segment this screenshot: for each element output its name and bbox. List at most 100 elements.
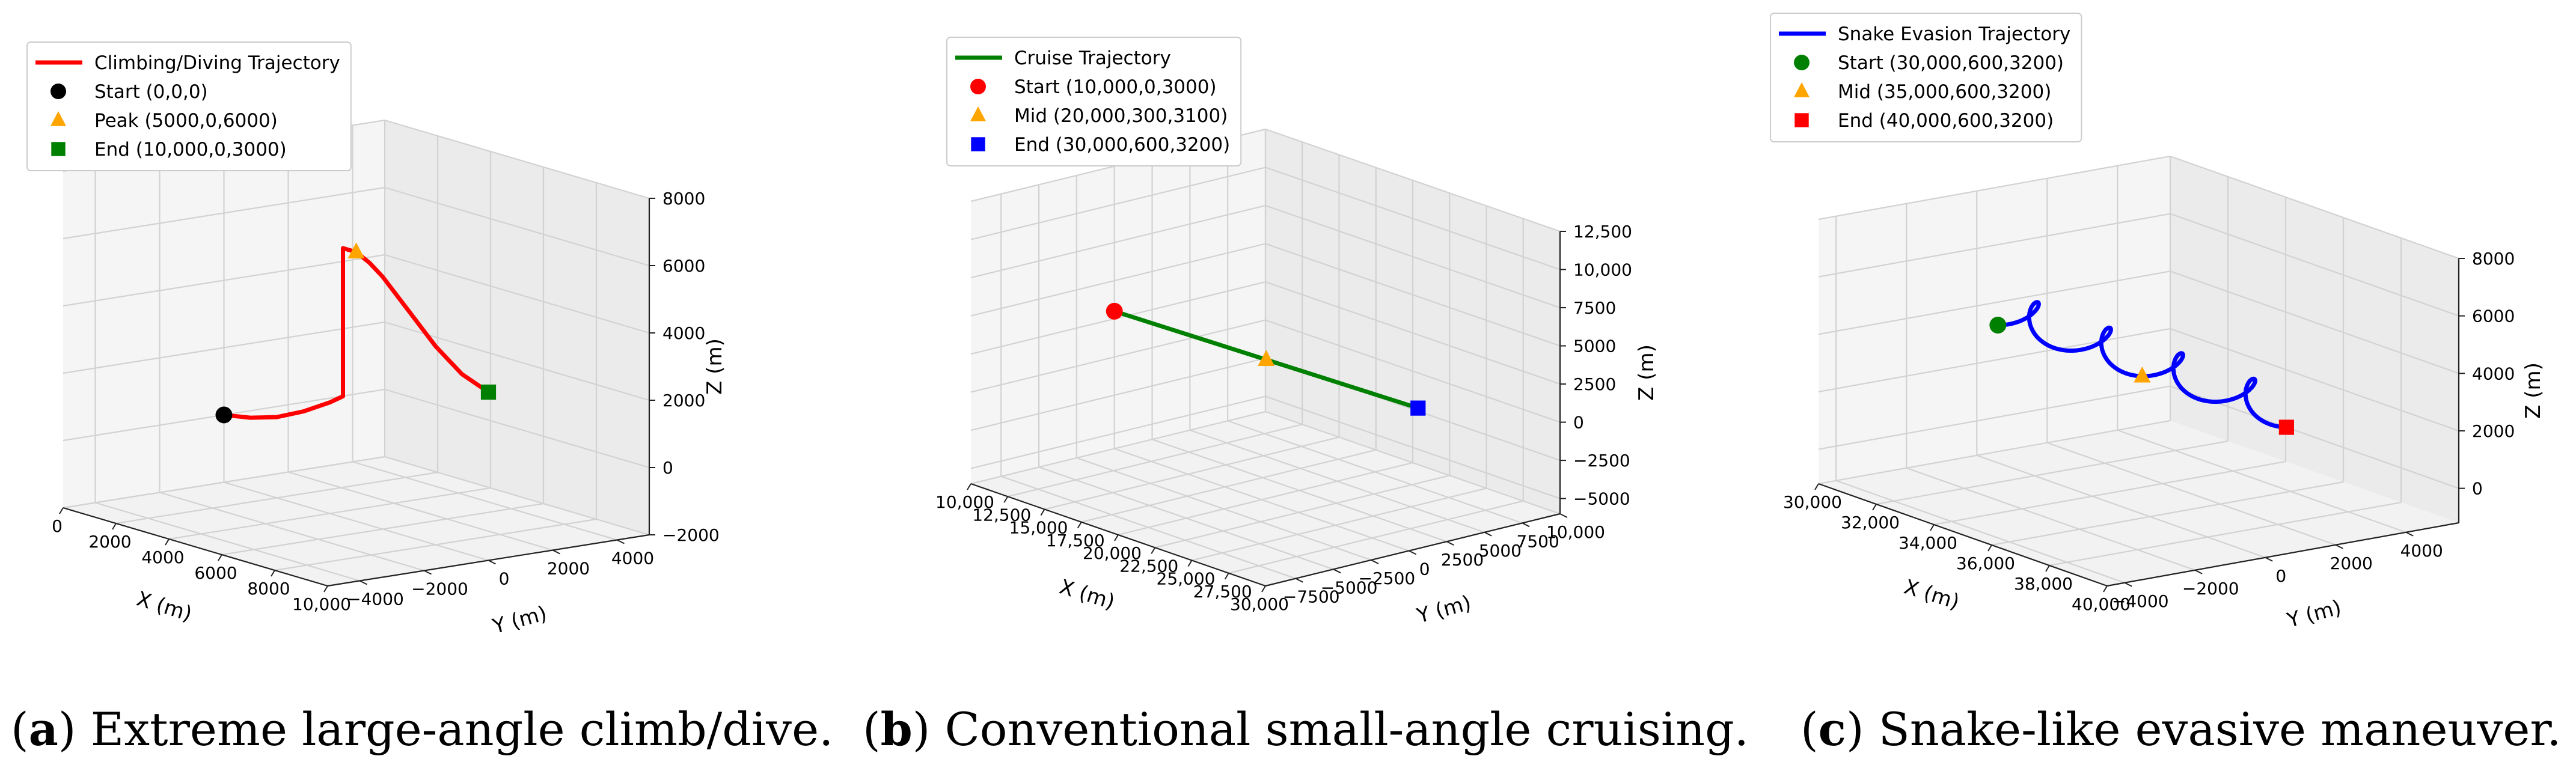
z-gridline [1818,270,2171,335]
x-tick-label: 27,500 [1193,582,1252,602]
y-gridline [1189,429,1485,533]
legend-label: Peak (5000,0,6000) [94,110,278,132]
y-gridline [1906,467,2195,571]
y-tick [2335,544,2343,549]
caption-text: Extreme large-angle climb/dive. [91,702,834,756]
y-gridline [1227,420,1523,524]
y-gridline [1076,457,1372,561]
x-tick-label: 0 [52,516,63,536]
x-tick [1930,524,1935,531]
y-tick-label: 2500 [1441,550,1484,570]
z-gridline [970,395,1266,469]
x-tick [1040,508,1045,516]
x-tick-label: 38,000 [2014,574,2073,594]
x-gridline [1818,419,2171,485]
x-gridline [1154,475,1450,549]
y-tick-label: 0 [1419,559,1430,579]
x-tick-label: 22,500 [1119,556,1178,576]
caption-text: Conventional small-angle cruising. [945,702,1749,756]
z-tick-label: 2000 [2472,421,2515,441]
x-tick [218,554,222,561]
x-tick [2103,585,2108,593]
y-tick-label: 0 [499,569,510,589]
legend-marker-square [1794,113,1809,127]
z-tick-label: 5000 [1573,337,1616,356]
marker-square-2 [2278,419,2294,435]
marker-triangle-1 [1258,350,1275,367]
y-tick [2124,582,2132,587]
legend-box [1770,13,2082,142]
legend-label: Snake Evasion Trajectory [1838,23,2070,45]
legend-label: Mid (35,000,600,3200) [1838,81,2051,103]
x-tick-label: 4000 [141,547,184,567]
x-gridline [1118,462,1413,536]
x-tick-label: 15,000 [1009,518,1068,538]
z-gridline [384,456,650,536]
x-tick [165,538,170,546]
z-gridline [1265,319,1561,423]
z-gridline [1818,213,2171,278]
legend-marker-triangle [1794,82,1810,97]
z-gridline [970,243,1266,317]
legend-label: Start (0,0,0) [94,81,208,103]
legend-marker-circle [970,79,986,94]
z-gridline [384,186,650,267]
y-gridline [95,502,360,582]
z-tick-label: 8000 [662,189,705,209]
x-tick [967,483,971,490]
legend-marker-square [971,137,985,151]
x-tick [1814,483,1819,490]
z-gridline [1265,128,1561,233]
x-tick-label: 32,000 [1841,513,1900,532]
y-tick [1333,568,1341,574]
z-gridline [63,254,385,307]
x-gridline [1876,440,2229,505]
y-tick [1446,541,1454,546]
legend-label: End (30,000,600,3200) [1014,134,1230,156]
caption-panel-letter: b [881,702,913,756]
z-gridline [2170,328,2459,431]
caption-panel-letter: a [29,702,58,756]
y-tick-label: 4000 [611,549,654,568]
y-tick-label: 7500 [1517,531,1559,551]
z-axis-title: Z (m) [703,338,727,395]
z-tick-label: 7500 [1573,298,1616,318]
x-tick-label: 30,000 [1783,492,1842,512]
z-gridline [384,388,650,469]
y-tick [2265,556,2273,562]
z-gridline [2170,155,2459,260]
x-tick [1261,585,1266,593]
legend-marker-triangle [50,111,66,126]
x-axis-line [1818,483,2108,587]
y-tick-label: 5000 [1479,541,1522,561]
z-gridline [1265,166,1561,270]
y-tick-label: 10,000 [1546,522,1605,542]
legend-label: End (40,000,600,3200) [1838,110,2054,132]
caption-close-paren: ) [58,702,91,756]
y-gridline [224,481,489,561]
y-gridline [1152,439,1447,543]
caption-close-paren: ) [913,702,945,756]
y-tick-label: 2000 [2330,553,2373,573]
z-tick-label: −2000 [662,525,720,545]
x-gridline [1991,481,2344,546]
y-tick-label: −4000 [347,590,404,609]
y-tick [2405,531,2414,537]
y-tick-label: −7500 [1283,587,1340,607]
x-tick-label: 10,000 [935,492,994,512]
x-tick [1187,559,1193,567]
marker-triangle-1 [347,242,365,258]
z-gridline [1265,243,1561,347]
x-tick-label: 10,000 [292,594,351,614]
x-tick-label: 34,000 [1898,533,1957,553]
x-gridline [1228,500,1524,574]
y-tick-label: −2000 [2182,579,2239,599]
legend-box [946,37,1242,166]
z-gridline [63,321,385,374]
z-tick-label: 4000 [2472,364,2515,383]
z-gridline [63,456,385,509]
y-tick-label: −5000 [1321,577,1378,597]
x-gridline [1044,436,1339,510]
z-tick-label: 8000 [2472,249,2515,269]
